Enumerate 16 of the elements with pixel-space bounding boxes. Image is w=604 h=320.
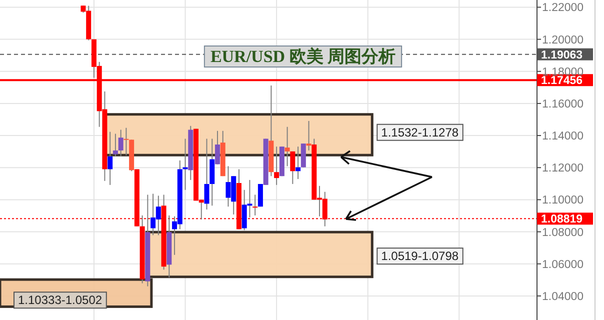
band-label: 1.1532-1.1278 xyxy=(381,125,459,140)
y-tick-label: 1.04000 xyxy=(542,290,584,303)
band-label: 1.10333-1.0502 xyxy=(18,293,102,308)
ref-line-label: 1.08819 xyxy=(541,214,583,226)
y-tick-label: 1.08000 xyxy=(542,226,584,239)
y-tick-label: 1.06000 xyxy=(542,258,584,271)
ref-line-label: 1.17456 xyxy=(541,75,583,88)
y-tick-label: 1.14000 xyxy=(542,130,584,143)
text: EUR/USD 欧美 周图分析 xyxy=(210,47,396,66)
y-tick-label: 1.16000 xyxy=(542,98,584,110)
band-label: 1.0519-1.0798 xyxy=(381,249,459,264)
y-tick-label: 1.20000 xyxy=(542,34,584,46)
ref-line-label: 1.19063 xyxy=(541,49,583,62)
y-tick-label: 1.22000 xyxy=(542,2,584,14)
y-tick-label: 1.10000 xyxy=(542,194,584,207)
y-tick-label: 1.12000 xyxy=(542,162,584,175)
